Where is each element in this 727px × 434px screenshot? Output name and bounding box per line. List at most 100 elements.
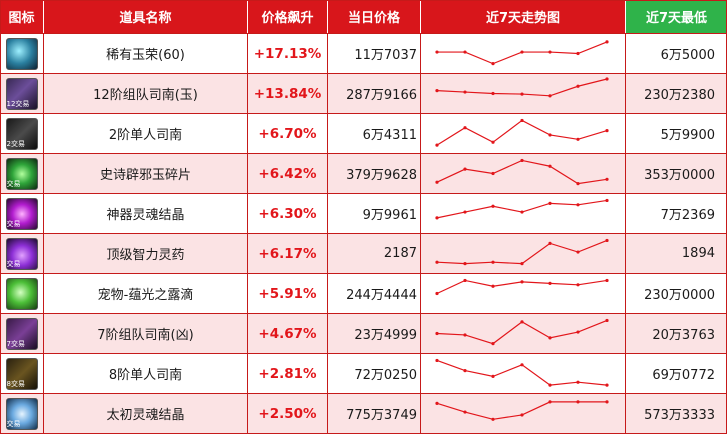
trend-point — [548, 336, 552, 340]
trend-line — [436, 199, 608, 219]
trend-sparkline — [421, 154, 626, 193]
icon-cell: 交易 — [0, 234, 44, 273]
icon-tradable-label: 交易 — [6, 179, 21, 188]
icon-cell — [0, 274, 44, 313]
trend-point — [605, 129, 609, 133]
icon-cell: 8交易 — [0, 354, 44, 393]
today-price: 9万9961 — [328, 194, 421, 233]
price-change: +6.30% — [248, 194, 328, 233]
today-price: 2187 — [328, 234, 421, 273]
table-row: 2交易 2阶单人司南 +6.70% 6万4311 5万9900 — [0, 113, 727, 153]
seven-day-low: 7万2369 — [660, 208, 715, 223]
icon-tradable-label: 12交易 — [6, 99, 30, 108]
trend-point — [576, 182, 580, 186]
trend-point — [491, 140, 495, 144]
trend-point — [491, 284, 495, 288]
table-row: 交易 顶级智力灵药 +6.17% 2187 1894 — [0, 233, 727, 273]
price-change: +6.42% — [248, 154, 328, 193]
trend-point — [605, 400, 609, 404]
trend-point — [491, 342, 495, 346]
seven-day-low: 353万0000 — [644, 168, 715, 183]
trend-point — [435, 143, 439, 147]
trend-sparkline — [421, 114, 626, 153]
trend-point — [491, 417, 495, 421]
trend-point — [576, 283, 580, 287]
item-name: 2阶单人司南 — [44, 114, 248, 153]
trend-point — [576, 51, 580, 56]
icon-cell: 交易 — [0, 394, 44, 433]
trend-point — [435, 89, 439, 93]
trend-line — [436, 319, 608, 345]
item-name: 宠物-蕴光之露滴 — [44, 274, 248, 313]
jade-glory-icon — [5, 37, 38, 70]
trend-point — [605, 177, 609, 181]
item-name: 7阶组队司南(凶) — [44, 314, 248, 353]
icon-cell: 7交易 — [0, 314, 44, 353]
trend-point — [605, 238, 609, 243]
trend-point — [520, 158, 524, 163]
header-price-change: 价格飙升 — [248, 0, 328, 33]
trend-point — [435, 260, 439, 264]
icon-cell: 交易 — [0, 194, 44, 233]
icon-tradable-label: 2交易 — [6, 139, 25, 148]
trend-line — [436, 239, 608, 265]
solo-compass-icon: 2交易 — [5, 117, 38, 150]
trend-line — [436, 159, 608, 185]
solo-compass-8-icon: 8交易 — [5, 357, 38, 390]
trend-point — [548, 133, 552, 137]
price-change: +2.81% — [248, 354, 328, 393]
table-row: 7交易 7阶组队司南(凶) +4.67% 23万4999 20万3763 — [0, 313, 727, 353]
icon-tradable-label: 交易 — [6, 419, 21, 428]
seven-day-low: 69万0772 — [652, 368, 715, 383]
trend-point — [548, 94, 552, 98]
trend-point — [548, 201, 552, 205]
today-price: 775万3749 — [328, 394, 421, 433]
trend-point — [463, 126, 467, 130]
today-price: 23万4999 — [328, 314, 421, 353]
icon-tradable-label: 7交易 — [6, 339, 25, 348]
trend-point — [605, 40, 609, 44]
table-row: 12交易 12阶组队司南(玉) +13.84% 287万9166 230万2380 — [0, 73, 727, 113]
raid-compass-evil-icon: 7交易 — [5, 317, 38, 350]
trend-point — [548, 383, 552, 387]
potion-icon: 交易 — [5, 237, 38, 270]
trend-point — [491, 260, 495, 264]
trend-point — [520, 50, 524, 54]
trend-point — [548, 50, 552, 54]
header-7day-low: 近7天最低 — [626, 0, 727, 33]
today-price: 244万4444 — [328, 274, 421, 313]
trend-point — [435, 291, 439, 296]
item-name: 史诗辟邪玉碎片 — [44, 154, 248, 193]
table-row: 宠物-蕴光之露滴 +5.91% 244万4444 230万0000 — [0, 273, 727, 313]
trend-point — [520, 280, 524, 284]
trend-point — [520, 118, 524, 123]
trend-point — [605, 383, 609, 387]
trend-point — [463, 333, 467, 337]
table-row: 交易 太初灵魂结晶 +2.50% 775万3749 573万3333 — [0, 393, 727, 433]
trend-point — [491, 91, 495, 96]
trend-point — [576, 84, 580, 88]
trend-point — [576, 330, 580, 334]
trend-point — [605, 77, 609, 81]
trend-sparkline — [421, 74, 626, 113]
today-price: 379万9628 — [328, 154, 421, 193]
trend-point — [435, 216, 439, 220]
price-change: +6.17% — [248, 234, 328, 273]
trend-point — [491, 204, 495, 208]
icon-cell — [0, 34, 44, 73]
trend-point — [548, 241, 552, 245]
trend-point — [435, 331, 439, 336]
trend-point — [463, 210, 467, 214]
icon-tradable-label: 交易 — [6, 259, 21, 268]
trend-point — [463, 278, 467, 283]
trend-point — [520, 413, 524, 417]
header-7day-trend: 近7天走势图 — [421, 0, 626, 33]
trend-point — [605, 198, 609, 203]
seven-day-low: 230万0000 — [644, 288, 715, 303]
trend-sparkline — [421, 274, 626, 313]
seven-day-low: 1894 — [681, 246, 715, 261]
table-row: 交易 神器灵魂结晶 +6.30% 9万9961 7万2369 — [0, 193, 727, 233]
trend-point — [576, 137, 580, 141]
trend-point — [520, 262, 524, 266]
